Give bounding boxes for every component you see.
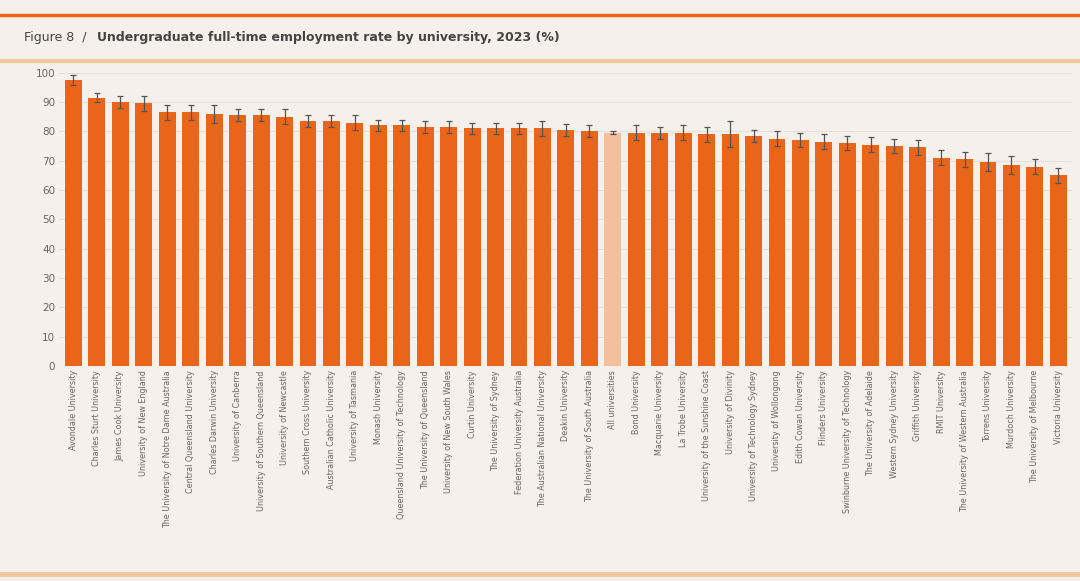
Bar xyxy=(815,142,833,366)
Bar xyxy=(769,139,785,366)
Bar xyxy=(135,103,152,366)
Bar xyxy=(276,117,293,366)
Bar xyxy=(112,102,129,366)
Bar xyxy=(323,121,340,366)
Bar xyxy=(627,133,645,366)
Bar xyxy=(347,123,363,366)
Text: Undergraduate full-time employment rate by university, 2023 (%): Undergraduate full-time employment rate … xyxy=(97,31,559,44)
Bar xyxy=(886,146,903,366)
Bar xyxy=(933,157,949,366)
Bar xyxy=(792,140,809,366)
Bar xyxy=(1050,175,1067,366)
Bar xyxy=(745,136,762,366)
Bar xyxy=(839,143,855,366)
Bar xyxy=(581,131,598,366)
Bar xyxy=(89,98,106,366)
Bar xyxy=(393,125,410,366)
Bar xyxy=(956,159,973,366)
Bar xyxy=(463,128,481,366)
Bar xyxy=(534,128,551,366)
Bar xyxy=(980,162,997,366)
Bar xyxy=(159,112,176,366)
Bar xyxy=(862,145,879,366)
Bar xyxy=(721,134,739,366)
Text: Figure 8  /: Figure 8 / xyxy=(24,31,94,44)
Bar xyxy=(299,121,316,366)
Bar xyxy=(369,125,387,366)
Bar xyxy=(1026,167,1043,366)
Bar xyxy=(1003,165,1020,366)
Bar xyxy=(698,134,715,366)
Bar xyxy=(651,133,669,366)
Bar xyxy=(441,127,457,366)
Bar xyxy=(183,112,199,366)
Bar xyxy=(557,130,575,366)
Bar xyxy=(675,133,691,366)
Bar xyxy=(511,128,527,366)
Bar xyxy=(205,114,222,366)
Bar xyxy=(65,80,82,366)
Bar xyxy=(487,128,504,366)
Bar xyxy=(605,133,621,366)
Bar xyxy=(253,115,270,366)
Bar xyxy=(909,148,927,366)
Bar xyxy=(417,127,434,366)
Bar xyxy=(229,115,246,366)
